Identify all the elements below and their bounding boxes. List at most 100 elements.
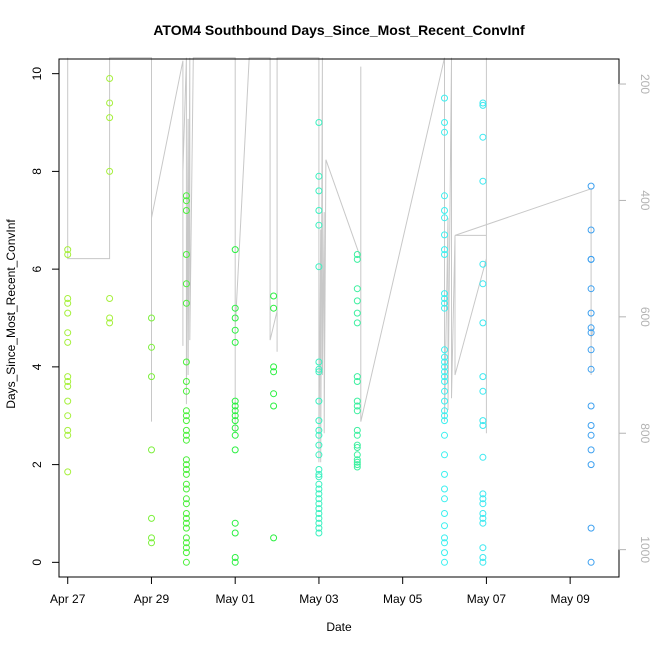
data-point <box>182 251 190 258</box>
data-point <box>182 407 190 415</box>
data-point <box>231 417 239 425</box>
data-point <box>315 263 323 271</box>
data-point <box>479 558 487 566</box>
data-point <box>353 456 361 464</box>
data-point <box>353 402 361 410</box>
data-point <box>479 514 487 522</box>
data-point <box>315 514 323 522</box>
data-point <box>182 534 190 542</box>
data-point <box>64 309 72 317</box>
data-point <box>315 119 323 126</box>
data-point <box>231 407 239 415</box>
data-point <box>479 387 487 395</box>
data-point <box>270 292 278 300</box>
data-point <box>231 431 239 439</box>
data-point <box>441 539 448 547</box>
y-tick-label: 6 <box>30 265 44 272</box>
data-point <box>441 412 448 420</box>
data-point <box>441 451 448 459</box>
data-point <box>587 346 595 354</box>
data-point <box>64 397 72 405</box>
data-point <box>270 363 278 371</box>
data-point <box>441 431 448 439</box>
data-point <box>353 431 361 439</box>
line-layer <box>67 57 594 463</box>
data-point <box>441 214 448 222</box>
data-point <box>587 182 595 190</box>
data-point <box>479 519 487 527</box>
y-right-tick-label: 600 <box>638 307 650 327</box>
data-point <box>315 368 323 376</box>
data-point <box>270 402 278 410</box>
data-point <box>231 558 239 566</box>
data-point <box>106 75 114 82</box>
data-point <box>479 319 487 327</box>
data-point <box>182 197 190 205</box>
data-point <box>441 485 448 493</box>
data-point <box>315 441 323 449</box>
data-point <box>441 363 448 371</box>
data-point <box>353 407 361 415</box>
x-tick-label: Apr 29 <box>134 592 170 606</box>
data-point <box>315 519 323 527</box>
data-point <box>479 544 487 552</box>
data-point <box>441 407 448 415</box>
data-point <box>315 500 323 508</box>
data-point <box>182 524 190 532</box>
y-right-tick-label: 800 <box>638 423 650 443</box>
x-tick-label: May 03 <box>299 592 339 606</box>
data-point <box>64 329 72 337</box>
data-point <box>182 558 190 566</box>
data-point <box>182 461 190 469</box>
data-point <box>64 431 72 439</box>
data-point <box>587 226 595 234</box>
data-point <box>270 534 278 542</box>
data-point <box>441 207 448 214</box>
data-point <box>441 290 448 298</box>
data-point <box>182 466 190 473</box>
data-point <box>148 514 155 522</box>
data-point <box>441 304 448 312</box>
data-point <box>106 319 114 327</box>
data-point <box>64 426 72 434</box>
data-point <box>479 260 487 268</box>
data-point <box>182 539 190 547</box>
data-point <box>182 436 190 444</box>
data-point <box>479 417 487 425</box>
data-point <box>182 470 190 478</box>
data-point <box>231 246 239 254</box>
data-point <box>353 461 361 469</box>
data-point <box>479 490 487 498</box>
data-point <box>353 463 361 471</box>
data-point <box>441 358 448 366</box>
data-point <box>315 470 323 478</box>
data-point <box>441 470 448 478</box>
y-axis-label: Days_Since_Most_Recent_ConvInf <box>4 219 18 409</box>
chart-title: ATOM4 Southbound Days_Since_Most_Recent_… <box>153 22 525 38</box>
data-point <box>231 304 239 312</box>
data-point <box>182 456 190 464</box>
data-point <box>353 297 361 305</box>
data-point <box>315 495 323 503</box>
data-point <box>441 246 448 254</box>
data-point <box>315 365 323 373</box>
x-axis: Apr 27 Apr 29 May 01 May 03 May 05 May 07 May … <box>50 576 590 606</box>
data-point <box>441 119 448 126</box>
data-point <box>64 382 72 390</box>
data-point <box>587 329 595 337</box>
data-point <box>64 295 72 302</box>
data-point <box>106 314 114 322</box>
data-point <box>479 177 487 185</box>
data-point <box>587 461 595 469</box>
x-tick-label: May 01 <box>216 592 256 606</box>
data-point <box>270 390 278 398</box>
data-point <box>64 251 72 258</box>
data-point <box>182 207 190 214</box>
x-tick-label: May 07 <box>467 592 507 606</box>
data-point <box>148 446 155 454</box>
data-point <box>148 314 155 322</box>
data-point <box>479 495 487 503</box>
data-point <box>315 397 323 405</box>
data-point <box>441 397 448 405</box>
